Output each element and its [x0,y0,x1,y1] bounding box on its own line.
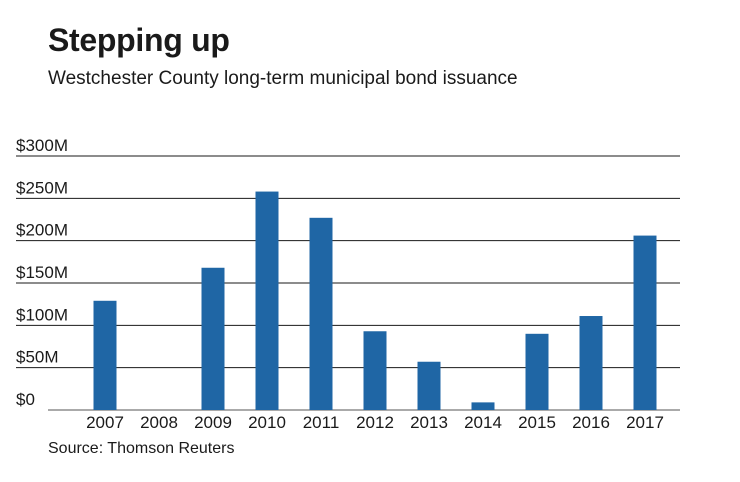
y-tick-label: $0 [16,390,35,409]
y-tick-label: $50M [16,348,59,367]
y-axis-tick-labels: $0 $50M $100M $150M $200M $250M $300M [16,136,68,409]
x-tick-label: 2012 [356,413,394,432]
bar-2015 [525,333,549,410]
x-tick-label: 2007 [86,413,124,432]
y-tick-label: $300M [16,136,68,155]
y-tick-label: $250M [16,178,68,197]
x-tick-label: 2015 [518,413,556,432]
bar-2013 [417,361,441,410]
bar-2017 [633,235,657,410]
x-tick-label: 2014 [464,413,502,432]
bar-2007 [93,300,117,410]
x-tick-label: 2009 [194,413,232,432]
y-tick-label: $150M [16,263,68,282]
bar-2011 [309,217,333,410]
x-axis-tick-labels: 2007 2008 2009 2010 2011 2012 2013 2014 2015 2016… [86,413,664,432]
bar-2012 [363,331,387,410]
source-note: Source: Thomson Reuters [48,440,235,457]
x-tick-label: 2008 [140,413,178,432]
chart-title: Stepping up [48,22,230,58]
chart-subtitle: Westchester County long-term municipal b… [48,68,518,89]
x-tick-label: 2013 [410,413,448,432]
bar-2016 [579,316,603,410]
x-tick-label: 2017 [626,413,664,432]
bar-2014 [471,402,495,410]
bar-2010 [255,191,279,410]
x-tick-label: 2011 [303,413,340,432]
y-tick-label: $200M [16,221,68,240]
bars [93,191,657,410]
bar-2009 [201,267,225,410]
y-tick-label: $100M [16,305,68,324]
x-tick-label: 2010 [248,413,286,432]
x-tick-label: 2016 [572,413,610,432]
